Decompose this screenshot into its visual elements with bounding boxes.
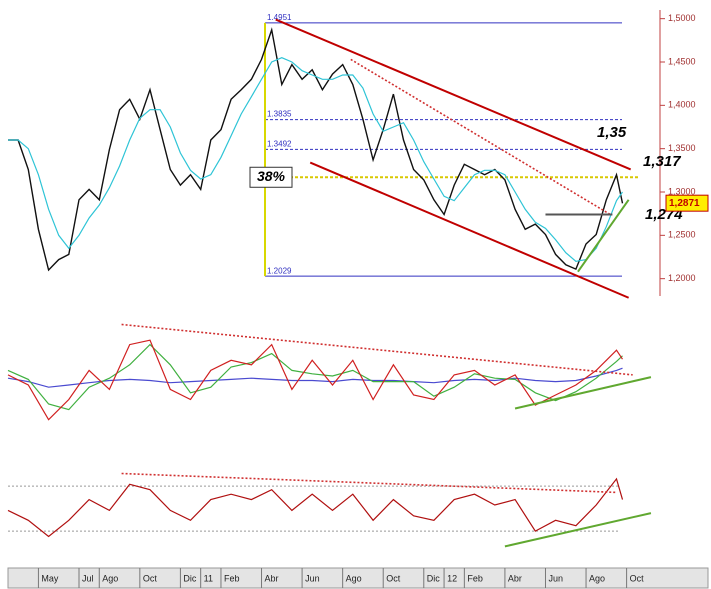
x-tick-label: Jul <box>82 573 94 583</box>
y-tick-label: 1,2000 <box>668 273 696 283</box>
x-tick-label: Ago <box>589 573 605 583</box>
x-tick-label: 11 <box>204 573 213 583</box>
x-tick-label: Feb <box>224 573 240 583</box>
x-tick-label: Oct <box>143 573 158 583</box>
series-line <box>8 57 623 262</box>
y-tick-label: 1,5000 <box>668 13 696 23</box>
series-line <box>7 343 623 411</box>
y-tick-label: 1,3000 <box>668 186 696 196</box>
x-tick-label: Dic <box>183 573 196 583</box>
x-tick-label: Feb <box>467 573 483 583</box>
series-line <box>8 27 624 272</box>
series-line <box>7 477 624 538</box>
retracement-box <box>249 166 293 188</box>
trend-line <box>514 376 652 410</box>
last-price-box <box>665 194 709 212</box>
trend-line <box>275 18 632 171</box>
trend-line <box>121 472 617 494</box>
trend-line <box>121 323 633 376</box>
fib-label: 1.3835 <box>267 110 292 119</box>
trend-line <box>504 512 652 548</box>
retracement-label: 38% <box>257 168 286 184</box>
y-tick-label: 1,2500 <box>668 230 696 240</box>
x-tick-label: Jun <box>548 573 563 583</box>
annotation: 1,317 <box>643 153 681 170</box>
trend-line <box>577 199 630 273</box>
x-tick-label: Ago <box>102 573 118 583</box>
fib-label: 1.3492 <box>267 139 292 148</box>
y-tick-label: 1,4000 <box>668 100 696 110</box>
fib-label: 1.4951 <box>267 13 292 22</box>
x-tick-label: Abr <box>265 573 279 583</box>
y-tick-label: 1,3500 <box>668 143 696 153</box>
series-line <box>7 339 623 421</box>
x-tick-label: Jun <box>305 573 320 583</box>
x-tick-label: May <box>41 573 59 583</box>
x-tick-label: 12 <box>447 573 457 583</box>
series-line <box>7 367 623 388</box>
fib-label: 1.2029 <box>267 266 292 275</box>
trend-line <box>309 161 630 299</box>
y-tick-label: 1,4500 <box>668 56 696 66</box>
x-tick-label: Dic <box>427 573 440 583</box>
x-axis-strip <box>7 567 709 589</box>
annotation: 1,35 <box>597 124 627 141</box>
x-tick-label: Ago <box>346 573 362 583</box>
x-tick-label: Abr <box>508 573 522 583</box>
last-price-label: 1,2871 <box>669 198 700 209</box>
trend-line <box>350 58 611 216</box>
x-tick-label: Oct <box>630 573 645 583</box>
x-tick-label: Oct <box>386 573 401 583</box>
